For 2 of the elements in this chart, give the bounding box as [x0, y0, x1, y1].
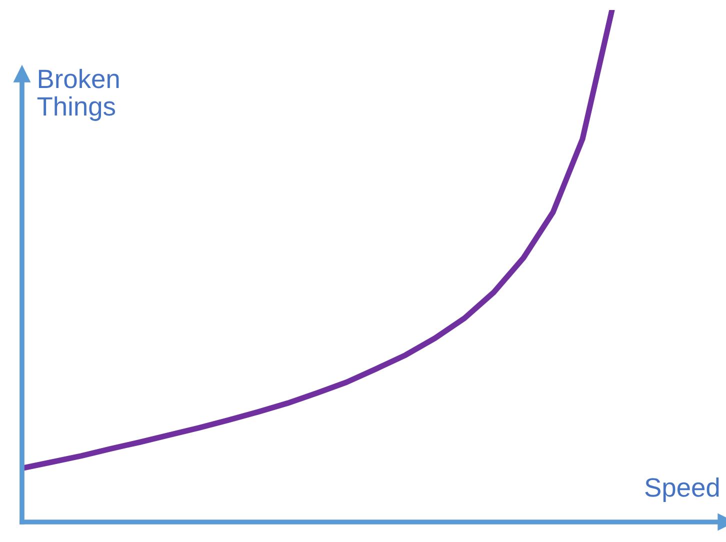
x-axis-title: Speed: [645, 477, 719, 502]
y-axis-title: Broken Things: [37, 68, 119, 121]
